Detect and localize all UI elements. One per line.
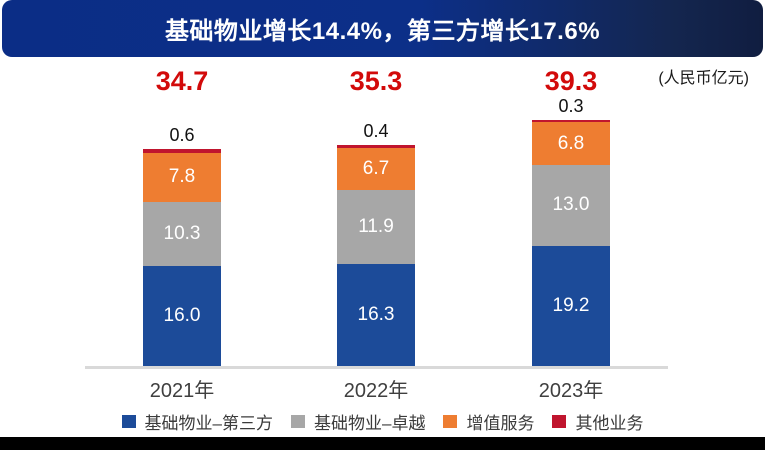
legend-item: 增值服务 — [443, 409, 534, 434]
bar-segment: 6.8 — [532, 122, 610, 165]
segment-value-label: 16.0 — [163, 305, 201, 326]
category-label: 2022年 — [343, 380, 409, 402]
legend-item: 其他业务 — [552, 409, 643, 434]
chart-title-banner: 基础物业增长14.4%，第三方增长17.6% — [2, 0, 763, 57]
segment-value-label: 16.3 — [357, 304, 395, 326]
bar-segment — [337, 145, 415, 148]
segment-value-label: 10.3 — [163, 222, 201, 244]
segment-value-label: 19.2 — [552, 295, 590, 316]
legend-item: 基础物业–卓越 — [291, 409, 425, 434]
bar-segment: 6.7 — [337, 147, 415, 190]
total-value-label: 34.7 — [155, 66, 209, 96]
legend: 基础物业–第三方 基础物业–卓越 增值服务 其他业务 — [0, 409, 765, 434]
bar-segment: 16.3 — [337, 264, 415, 366]
legend-swatch-icon — [443, 415, 458, 428]
total-value-label: 39.3 — [544, 66, 598, 96]
segment-value-label: 0.4 — [363, 121, 389, 142]
legend-swatch-icon — [291, 415, 305, 428]
x-axis-line — [85, 366, 668, 369]
segment-value-label: 6.7 — [362, 157, 390, 179]
legend-label: 基础物业–第三方 — [144, 414, 273, 433]
chart-title: 基础物业增长14.4%，第三方增长17.6% — [164, 18, 601, 45]
segment-value-label: 6.8 — [557, 132, 585, 154]
category-label: 2023年 — [538, 380, 604, 402]
bar-segment: 11.9 — [337, 189, 415, 265]
legend-label: 基础物业–卓越 — [314, 414, 426, 433]
footer-bar — [0, 437, 765, 450]
legend-label: 增值服务 — [466, 414, 535, 433]
category-label: 2021年 — [149, 380, 215, 402]
segment-value-label: 13.0 — [552, 194, 590, 216]
legend-label: 其他业务 — [575, 414, 644, 433]
segment-value-label: 11.9 — [358, 215, 394, 237]
total-value-label: 35.3 — [349, 66, 403, 96]
unit-note: (人民币亿元) — [658, 70, 749, 87]
segment-value-label: 0.6 — [169, 125, 195, 146]
legend-item: 基础物业–第三方 — [121, 409, 273, 434]
bar-segment: 10.3 — [143, 201, 221, 266]
bar-segment: 13.0 — [532, 164, 610, 246]
bar-segment — [143, 149, 221, 153]
segment-value-label: 7.8 — [168, 166, 196, 188]
bar-segment: 16.0 — [143, 266, 221, 366]
bar-segment — [532, 120, 610, 123]
segment-value-label: 0.3 — [558, 96, 584, 117]
legend-swatch-icon — [121, 415, 136, 428]
bar-segment: 7.8 — [143, 152, 221, 202]
legend-swatch-icon — [552, 415, 567, 428]
bar-segment: 19.2 — [532, 246, 610, 366]
